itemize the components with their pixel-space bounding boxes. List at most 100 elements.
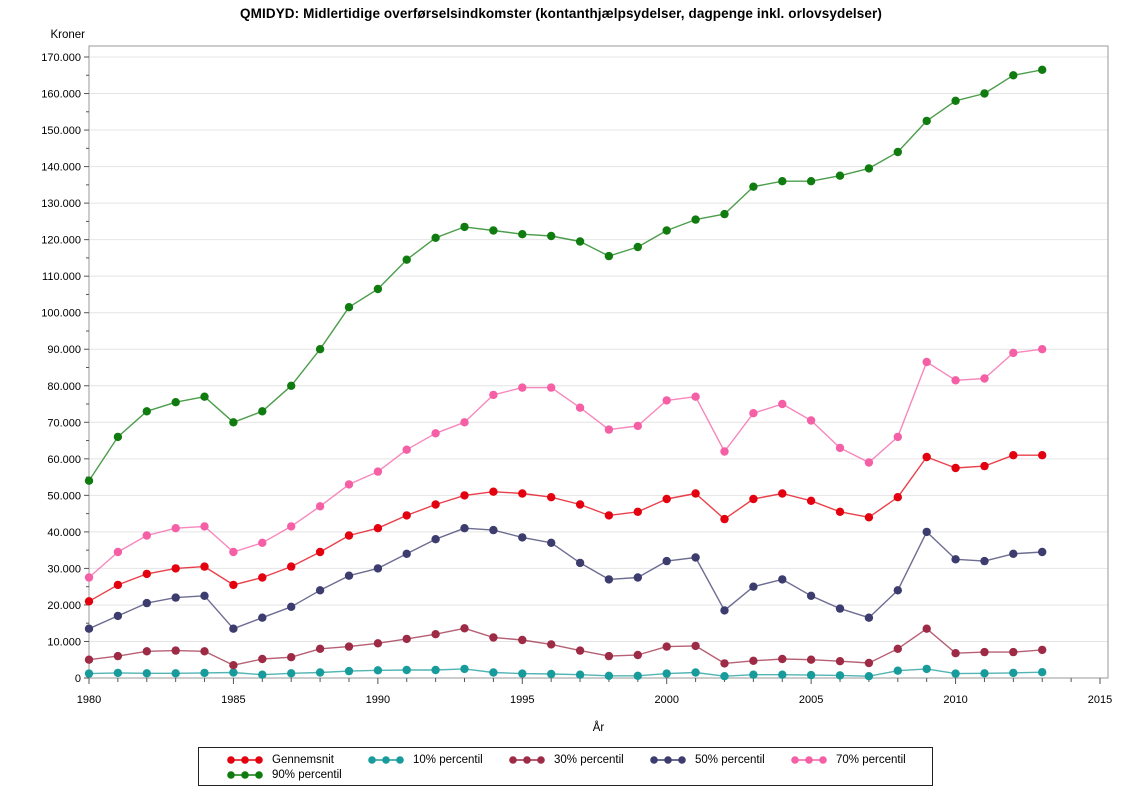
data-point-90-percentil	[171, 398, 180, 407]
y-axis-tick-label: 40.000	[47, 527, 81, 539]
data-point-10-percentil	[720, 672, 729, 681]
legend-marker-icon	[227, 755, 263, 764]
data-point-30-percentil	[575, 646, 585, 655]
data-point-10-percentil	[604, 671, 614, 680]
legend-marker-dot	[537, 755, 545, 764]
data-point-50-percentil	[258, 613, 267, 622]
data-point-gennemsnit	[402, 511, 411, 520]
data-point-10-percentil	[402, 665, 411, 675]
x-axis-title: År	[593, 721, 605, 734]
data-point-30-percentil	[142, 647, 151, 656]
y-axis-tick-label: 10.000	[47, 636, 81, 648]
data-point-gennemsnit	[951, 463, 960, 473]
series-line-90-percentil	[88, 69, 1043, 482]
legend-label: 30% percentil	[554, 753, 624, 766]
series-line-50-percentil	[88, 527, 1043, 630]
data-point-90-percentil	[720, 209, 729, 219]
data-point-50-percentil	[229, 624, 238, 633]
data-point-90-percentil	[547, 231, 556, 241]
legend-marker-dot	[791, 755, 799, 764]
data-point-90-percentil	[460, 222, 469, 232]
data-point-30-percentil	[547, 640, 556, 649]
data-point-50-percentil	[200, 591, 209, 600]
legend-marker-icon	[509, 755, 545, 764]
legend-marker-dot	[368, 755, 376, 764]
data-point-50-percentil	[1038, 547, 1047, 557]
data-point-10-percentil	[460, 664, 469, 674]
data-point-90-percentil	[518, 230, 527, 239]
data-point-30-percentil	[84, 655, 94, 664]
line-chart: 0 10.000 20.000 30.000 40.000 50.000 60.000 70.…	[41, 29, 1112, 734]
data-point-90-percentil	[951, 96, 960, 106]
data-point-30-percentil	[1038, 645, 1047, 655]
x-axis-tick-label: 1985	[221, 694, 245, 706]
legend-marker-dot	[227, 755, 235, 764]
data-point-50-percentil	[778, 575, 787, 584]
data-point-gennemsnit	[720, 514, 729, 524]
data-point-10-percentil	[893, 666, 902, 675]
data-point-gennemsnit	[489, 487, 498, 496]
y-axis-tick-label: 30.000	[47, 563, 81, 575]
data-point-90-percentil	[893, 147, 902, 157]
data-point-70-percentil	[489, 390, 498, 400]
data-point-10-percentil	[547, 669, 556, 679]
series-line-10-percentil	[88, 668, 1043, 677]
data-point-30-percentil	[431, 630, 440, 639]
data-point-70-percentil	[229, 547, 238, 557]
data-point-gennemsnit	[142, 569, 151, 579]
data-point-gennemsnit	[113, 580, 123, 590]
data-point-10-percentil	[373, 666, 383, 675]
data-point-gennemsnit	[691, 489, 700, 498]
data-point-70-percentil	[980, 374, 989, 383]
legend-marker-dot	[241, 770, 249, 779]
data-point-30-percentil	[344, 642, 354, 651]
data-point-30-percentil	[720, 659, 729, 668]
y-axis-tick-label: 90.000	[47, 344, 81, 356]
y-axis-tick-label: 130.000	[41, 198, 81, 210]
data-point-70-percentil	[749, 409, 758, 418]
data-point-50-percentil	[575, 558, 585, 568]
data-point-70-percentil	[864, 458, 874, 467]
data-point-90-percentil	[229, 418, 238, 427]
data-point-gennemsnit	[315, 547, 325, 557]
legend: Gennemsnit 10% percentil 30% percentil 50% …	[198, 747, 933, 786]
data-point-70-percentil	[691, 392, 700, 401]
y-axis-tick-label: 150.000	[41, 125, 81, 137]
data-point-90-percentil	[575, 237, 585, 246]
series-line-30-percentil	[88, 627, 1043, 666]
data-point-gennemsnit	[662, 494, 671, 504]
x-axis-tick-label: 1995	[510, 694, 534, 706]
x-axis-tick-label: 2000	[654, 694, 678, 706]
data-point-10-percentil	[287, 669, 296, 678]
data-point-10-percentil	[344, 666, 354, 676]
data-point-90-percentil	[315, 345, 325, 354]
data-point-50-percentil	[142, 598, 151, 608]
data-point-50-percentil	[344, 571, 354, 580]
legend-marker-icon	[227, 770, 263, 779]
data-point-50-percentil	[460, 524, 469, 533]
legend-item-50-percentil: 50% percentil	[649, 754, 790, 766]
data-point-90-percentil	[749, 182, 758, 191]
data-point-gennemsnit	[922, 452, 931, 462]
data-point-70-percentil	[1038, 345, 1047, 354]
data-point-gennemsnit	[633, 507, 642, 516]
data-point-10-percentil	[84, 669, 94, 678]
data-point-30-percentil	[778, 654, 787, 664]
data-point-90-percentil	[691, 215, 700, 224]
data-point-30-percentil	[113, 651, 123, 661]
plot-frame	[88, 45, 1109, 679]
data-point-50-percentil	[922, 527, 931, 537]
data-point-70-percentil	[547, 383, 556, 392]
data-point-90-percentil	[778, 177, 787, 186]
y-axis-tick-label: 0	[75, 673, 81, 685]
data-point-90-percentil	[113, 432, 123, 442]
legend-marker-dot	[382, 755, 390, 764]
data-point-gennemsnit	[835, 507, 845, 516]
data-point-30-percentil	[460, 624, 469, 633]
data-point-90-percentil	[344, 303, 354, 312]
data-point-50-percentil	[662, 556, 671, 566]
data-point-30-percentil	[893, 644, 902, 653]
legend-marker-dot	[241, 755, 249, 764]
data-point-30-percentil	[980, 647, 989, 657]
legend-marker-dot	[509, 755, 517, 764]
